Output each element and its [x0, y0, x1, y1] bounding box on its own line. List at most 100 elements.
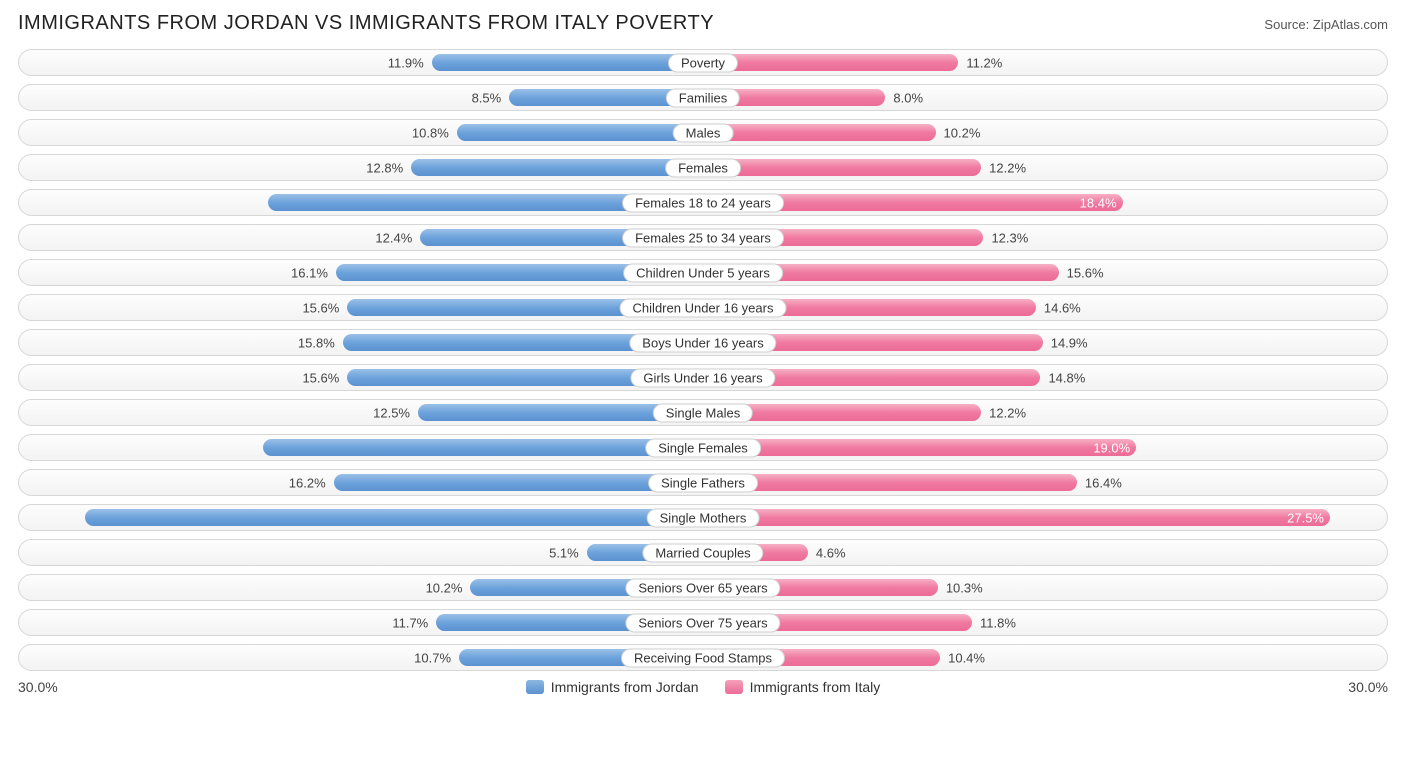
- half-left: 12.5%: [19, 400, 703, 425]
- category-label: Single Females: [645, 438, 761, 457]
- half-right: 11.2%: [703, 50, 1387, 75]
- bar-row: 11.9%11.2%Poverty: [18, 49, 1388, 76]
- value-left: 15.6%: [302, 300, 347, 315]
- half-left: 19.1%: [19, 190, 703, 215]
- legend-label-right: Immigrants from Italy: [750, 679, 881, 695]
- category-label: Single Mothers: [647, 508, 760, 527]
- half-right: 10.2%: [703, 120, 1387, 145]
- bar-row: 12.5% 12.2% Single Males: [18, 399, 1388, 426]
- value-left: 8.5%: [472, 90, 510, 105]
- half-left: 15.6%: [19, 365, 703, 390]
- category-label: Girls Under 16 years: [630, 368, 775, 387]
- value-left: 11.9%: [388, 55, 432, 70]
- bar-row: 11.7% 11.8% Seniors Over 75 years: [18, 609, 1388, 636]
- bar-right: 10.2%: [703, 124, 936, 141]
- half-left: 10.7%: [19, 645, 703, 670]
- half-left: 19.3%: [19, 435, 703, 460]
- half-right: 4.6%: [703, 540, 1387, 565]
- value-right: 10.3%: [938, 580, 983, 595]
- half-right: 14.9%: [703, 330, 1387, 355]
- category-label: Children Under 5 years: [623, 263, 783, 282]
- bar-right: 12.2%: [703, 159, 981, 176]
- half-right: 10.3%: [703, 575, 1387, 600]
- value-right: 8.0%: [885, 90, 923, 105]
- half-left: 10.2%: [19, 575, 703, 600]
- bar-right: 11.2%: [703, 54, 958, 71]
- value-left: 5.1%: [549, 545, 587, 560]
- chart-title: IMMIGRANTS FROM JORDAN VS IMMIGRANTS FRO…: [18, 12, 714, 35]
- bar-right: 27.5%: [703, 509, 1330, 526]
- legend-swatch-pink: [725, 680, 743, 694]
- bar-row: 8.5% 8.0% Families: [18, 84, 1388, 111]
- bar-row: 16.2%16.4%Single Fathers: [18, 469, 1388, 496]
- legend-swatch-blue: [526, 680, 544, 694]
- bar-row: 16.1%15.6%Children Under 5 years: [18, 259, 1388, 286]
- legend: Immigrants from Jordan Immigrants from I…: [526, 679, 881, 695]
- value-right: 14.8%: [1040, 370, 1085, 385]
- half-right: 12.2%: [703, 155, 1387, 180]
- category-label: Families: [666, 88, 740, 107]
- half-right: 14.6%: [703, 295, 1387, 320]
- value-left: 12.5%: [373, 405, 418, 420]
- half-left: 16.2%: [19, 470, 703, 495]
- half-right: 14.8%: [703, 365, 1387, 390]
- value-left: 15.6%: [302, 370, 347, 385]
- value-right: 4.6%: [808, 545, 846, 560]
- axis-max-left: 30.0%: [18, 679, 58, 695]
- value-right: 11.8%: [972, 615, 1016, 630]
- axis-max-right: 30.0%: [1348, 679, 1388, 695]
- value-left: 12.4%: [375, 230, 420, 245]
- value-left: 10.8%: [412, 125, 457, 140]
- half-left: 12.4%: [19, 225, 703, 250]
- category-label: Poverty: [668, 53, 738, 72]
- chart-footer: 30.0% Immigrants from Jordan Immigrants …: [18, 679, 1388, 695]
- category-label: Females: [665, 158, 741, 177]
- half-right: 10.4%: [703, 645, 1387, 670]
- value-right: 14.9%: [1043, 335, 1088, 350]
- value-right: 10.2%: [936, 125, 981, 140]
- bar-row: 10.2%10.3%Seniors Over 65 years: [18, 574, 1388, 601]
- bar-left: 27.1%: [85, 509, 703, 526]
- bar-row: 15.8% 14.9% Boys Under 16 years: [18, 329, 1388, 356]
- half-left: 15.8%: [19, 330, 703, 355]
- category-label: Single Fathers: [648, 473, 758, 492]
- category-label: Single Males: [653, 403, 753, 422]
- bar-row: 10.7% 10.4% Receiving Food Stamps: [18, 644, 1388, 671]
- category-label: Boys Under 16 years: [629, 333, 776, 352]
- category-label: Females 25 to 34 years: [622, 228, 784, 247]
- source-attribution: Source: ZipAtlas.com: [1264, 17, 1388, 32]
- bar-row: 5.1% 4.6% Married Couples: [18, 539, 1388, 566]
- half-right: 27.5%: [703, 505, 1387, 530]
- bar-row: 19.1%18.4%Females 18 to 24 years: [18, 189, 1388, 216]
- value-left: 10.2%: [426, 580, 471, 595]
- half-left: 11.9%: [19, 50, 703, 75]
- category-label: Males: [673, 123, 734, 142]
- header: IMMIGRANTS FROM JORDAN VS IMMIGRANTS FRO…: [18, 12, 1388, 35]
- category-label: Children Under 16 years: [620, 298, 787, 317]
- category-label: Receiving Food Stamps: [621, 648, 785, 667]
- value-left: 11.7%: [392, 615, 436, 630]
- value-right: 11.2%: [958, 55, 1002, 70]
- bar-row: 12.4%12.3%Females 25 to 34 years: [18, 224, 1388, 251]
- value-right: 10.4%: [940, 650, 985, 665]
- category-label: Females 18 to 24 years: [622, 193, 784, 212]
- diverging-bar-chart: 11.9%11.2%Poverty8.5%8.0%Families10.8%10…: [18, 49, 1388, 671]
- half-left: 10.8%: [19, 120, 703, 145]
- half-right: 16.4%: [703, 470, 1387, 495]
- category-label: Married Couples: [642, 543, 763, 562]
- bar-row: 12.8%12.2%Females: [18, 154, 1388, 181]
- category-label: Seniors Over 75 years: [625, 613, 780, 632]
- legend-item-left: Immigrants from Jordan: [526, 679, 699, 695]
- value-right: 12.2%: [981, 405, 1026, 420]
- legend-item-right: Immigrants from Italy: [725, 679, 881, 695]
- bar-row: 27.1%27.5%Single Mothers: [18, 504, 1388, 531]
- half-left: 12.8%: [19, 155, 703, 180]
- source-name: ZipAtlas.com: [1313, 17, 1388, 32]
- half-right: 18.4%: [703, 190, 1387, 215]
- half-left: 5.1%: [19, 540, 703, 565]
- value-right: 15.6%: [1059, 265, 1104, 280]
- bar-left: 19.3%: [263, 439, 703, 456]
- bar-right: 16.4%: [703, 474, 1077, 491]
- value-left: 16.2%: [289, 475, 334, 490]
- value-right: 16.4%: [1077, 475, 1122, 490]
